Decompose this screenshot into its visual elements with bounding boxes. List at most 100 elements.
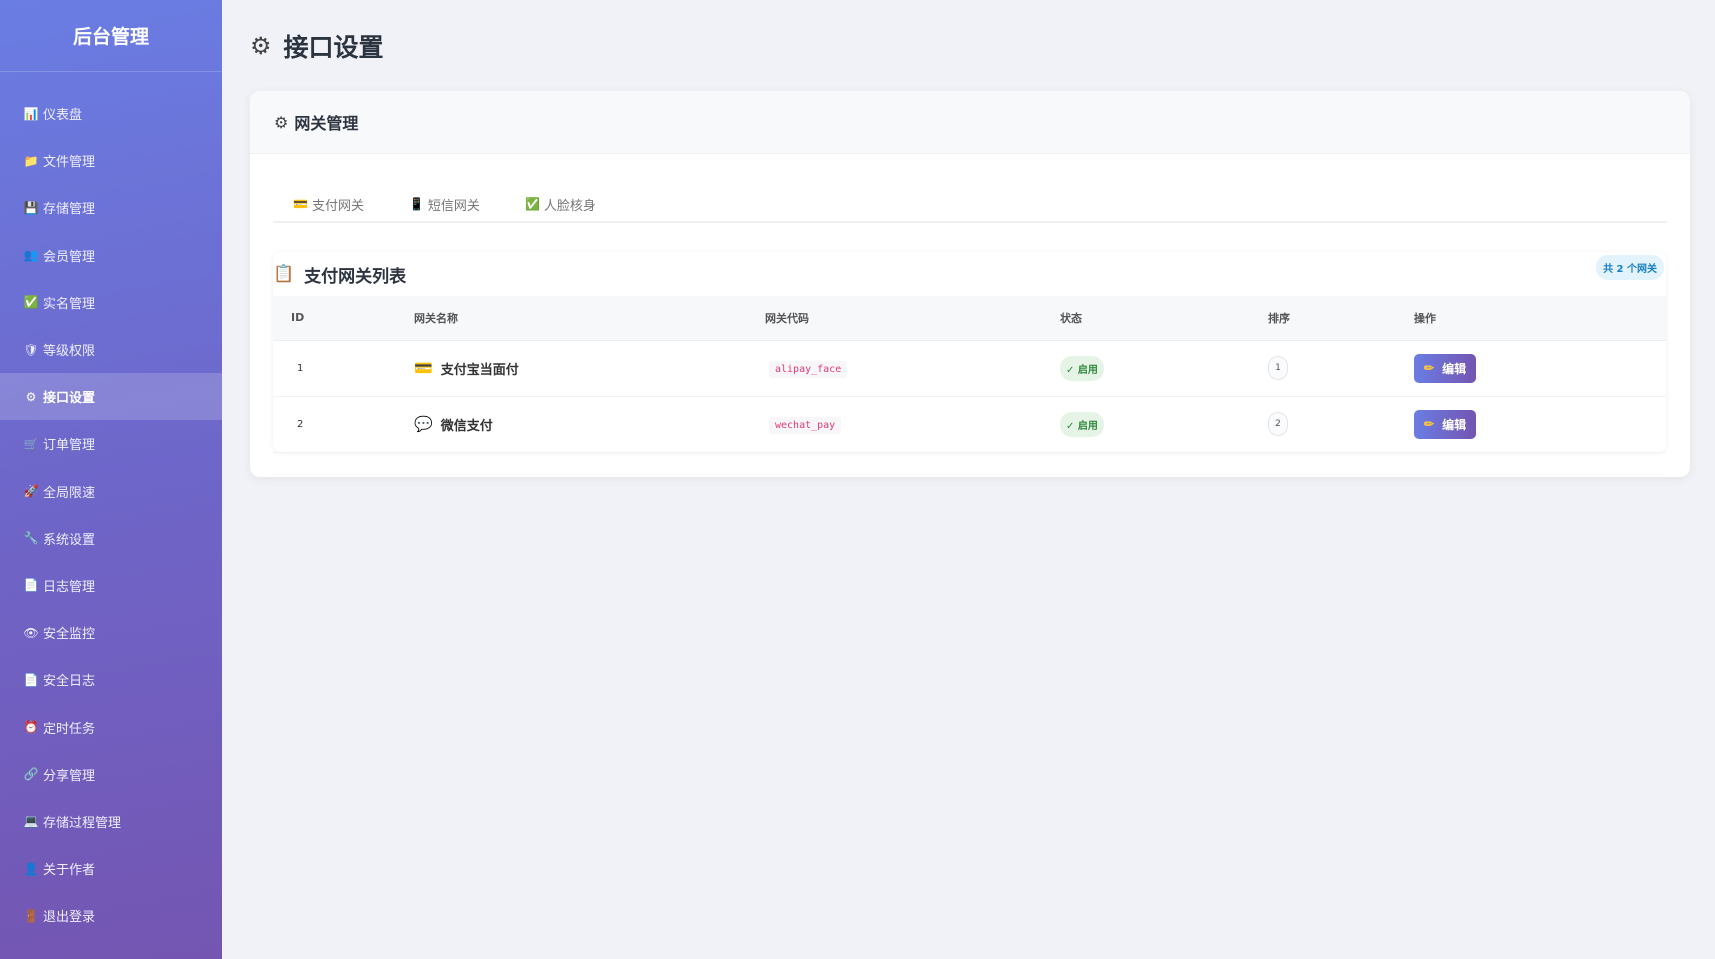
eye-icon: 👁 (23, 625, 39, 640)
card-title: 网关管理 (294, 114, 359, 133)
sidebar-item-15[interactable]: 💻 存储过程管理 (0, 798, 222, 845)
user-icon: 👤 (23, 861, 39, 876)
folder-icon: 📁 (23, 153, 39, 168)
wrench-icon: 🔧 (23, 531, 39, 546)
link-icon: 🔗 (23, 767, 39, 782)
table-header-row: ID 网关名称 网关代码 状态 排序 操作 (273, 296, 1666, 341)
page-title-text: 接口设置 (283, 33, 384, 62)
gear-icon: ⚙ (250, 32, 272, 60)
cell-id: 1 (273, 340, 414, 397)
sidebar-item-label: 接口设置 (43, 391, 96, 407)
credit-card-icon: 💳 (293, 197, 308, 211)
door-icon: 🚪 (23, 908, 39, 923)
sort-badge: 1 (1268, 356, 1288, 380)
sidebar-item-label: 安全监控 (43, 627, 96, 643)
shield-icon: 🛡 (23, 342, 39, 357)
sidebar-item-17[interactable]: 🚪 退出登录 (0, 892, 222, 939)
col-header-code: 网关代码 (765, 296, 1060, 341)
check-icon: ✅ (524, 197, 540, 211)
sidebar-item-label: 定时任务 (43, 721, 96, 737)
tab-label: 支付网关 (311, 198, 364, 214)
page-title: ⚙ 接口设置 (250, 28, 384, 64)
sidebar-item-label: 文件管理 (43, 155, 96, 171)
sidebar-item-label: 全局限速 (43, 485, 96, 501)
edit-button[interactable]: ✏ 编辑 (1414, 409, 1477, 439)
sidebar-item-1[interactable]: 📁 文件管理 (0, 137, 222, 184)
card-header: ⚙ 网关管理 (250, 91, 1690, 154)
sidebar-item-2[interactable]: 💾 存储管理 (0, 184, 222, 231)
clipboard-icon: 📋 (273, 264, 295, 284)
col-header-actions: 操作 (1414, 296, 1666, 341)
edit-button[interactable]: ✏ 编辑 (1414, 353, 1477, 383)
sidebar-item-label: 等级权限 (43, 344, 96, 360)
sidebar-item-label: 存储管理 (43, 202, 96, 218)
sidebar-item-16[interactable]: 👤 关于作者 (0, 845, 222, 892)
check-icon: ✅ (23, 295, 39, 310)
sidebar-item-label: 日志管理 (43, 579, 96, 595)
sidebar-item-8[interactable]: 🚀 全局限速 (0, 468, 222, 515)
sidebar-item-14[interactable]: 🔗 分享管理 (0, 751, 222, 798)
sidebar-item-label: 系统设置 (43, 532, 96, 548)
sidebar-item-7[interactable]: 🛒 订单管理 (0, 420, 222, 467)
gateway-name: 支付宝当面付 (440, 362, 519, 378)
tab-label: 短信网关 (427, 198, 480, 214)
gateway-code: wechat_pay (769, 417, 842, 434)
cell-name: 💳 支付宝当面付 (414, 359, 765, 378)
sidebar-item-4[interactable]: ✅ 实名管理 (0, 279, 222, 326)
tab-1[interactable]: 📱 短信网关 (409, 189, 480, 219)
sidebar: 后台管理 📊 仪表盘 📁 文件管理 💾 存储管理 👥 会员管理 ✅ 实名管理 🛡 等级权限 ⚙ 接口设置 🛒… (0, 0, 222, 959)
pencil-icon: ✏ (1424, 417, 1435, 431)
phone-icon: 📱 (408, 197, 424, 211)
sidebar-item-0[interactable]: 📊 仪表盘 (0, 90, 222, 137)
sidebar-item-11[interactable]: 👁 安全监控 (0, 609, 222, 656)
gear-icon: ⚙ (25, 389, 37, 404)
cell-name: 💬 微信支付 (414, 415, 765, 434)
sidebar-item-label: 会员管理 (43, 249, 96, 265)
gateway-tabs: 💳 支付网关 📱 短信网关 ✅ 人脸核身 (273, 189, 1667, 223)
sidebar-nav: 📊 仪表盘 📁 文件管理 💾 存储管理 👥 会员管理 ✅ 实名管理 🛡 等级权限 ⚙ 接口设置 🛒 订单管理 🚀… (0, 72, 222, 939)
status-badge: ✓ 启用 (1060, 411, 1104, 437)
alarm-clock-icon: ⏰ (23, 720, 39, 735)
tab-2[interactable]: ✅ 人脸核身 (525, 189, 596, 219)
cell-id: 2 (273, 396, 414, 453)
status-badge: ✓ 启用 (1060, 355, 1104, 381)
tab-label: 人脸核身 (543, 198, 596, 214)
table-row: 2 💬 微信支付 wechat_pay ✓ 启用 2 ✏ 编辑 (273, 396, 1666, 453)
tab-0[interactable]: 💳 支付网关 (293, 189, 364, 219)
sidebar-item-5[interactable]: 🛡 等级权限 (0, 326, 222, 373)
pencil-icon: ✏ (1424, 361, 1435, 375)
cart-icon: 🛒 (23, 436, 39, 451)
count-badge: 共 2 个网关 (1596, 255, 1664, 280)
sort-badge: 2 (1268, 412, 1288, 436)
sidebar-item-13[interactable]: ⏰ 定时任务 (0, 703, 222, 750)
sidebar-item-9[interactable]: 🔧 系统设置 (0, 515, 222, 562)
payment-gateway-list: 📋 支付网关列表 共 2 个网关 ID 网关名称 网关代码 状态 排序 操作 1… (273, 252, 1666, 453)
edit-label: 编辑 (1442, 361, 1467, 376)
table-row: 1 💳 支付宝当面付 alipay_face ✓ 启用 1 ✏ 编辑 (273, 340, 1666, 397)
col-header-status: 状态 (1060, 296, 1268, 341)
sidebar-item-6[interactable]: ⚙ 接口设置 (0, 373, 222, 421)
laptop-icon: 💻 (23, 814, 39, 829)
sidebar-item-label: 安全日志 (43, 674, 96, 690)
col-header-name: 网关名称 (414, 296, 765, 341)
document-icon: 📄 (23, 578, 39, 593)
sidebar-item-label: 实名管理 (43, 296, 96, 312)
gear-icon: ⚙ (274, 112, 289, 132)
sidebar-item-label: 订单管理 (43, 438, 96, 454)
sidebar-item-label: 存储过程管理 (43, 815, 122, 831)
chart-icon: 📊 (23, 106, 39, 121)
sidebar-item-label: 退出登录 (43, 910, 96, 926)
sidebar-item-label: 分享管理 (43, 768, 96, 784)
sidebar-item-3[interactable]: 👥 会员管理 (0, 232, 222, 279)
sidebar-item-label: 关于作者 (43, 863, 96, 879)
gateway-name: 微信支付 (440, 418, 493, 434)
sidebar-item-10[interactable]: 📄 日志管理 (0, 562, 222, 609)
sidebar-item-12[interactable]: 📄 安全日志 (0, 656, 222, 703)
col-header-id: ID (273, 296, 414, 341)
gateway-code: alipay_face (769, 361, 848, 378)
document-icon: 📄 (23, 672, 39, 687)
list-title: 📋 支付网关列表 (273, 252, 1666, 296)
edit-label: 编辑 (1442, 417, 1467, 432)
col-header-sort: 排序 (1268, 296, 1414, 341)
gateway-table: ID 网关名称 网关代码 状态 排序 操作 1 💳 支付宝当面付 alipay_f… (273, 296, 1666, 453)
